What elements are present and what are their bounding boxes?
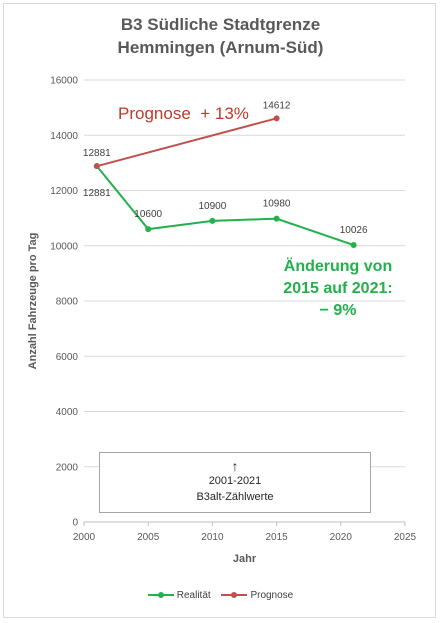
data-label: 10026 [340,225,368,236]
prognose-annotation: Prognose + 13% [118,104,249,123]
data-point [273,215,280,222]
data-point [145,226,152,233]
legend-item-prognose: Prognose [221,590,293,601]
y-tick-label: 14000 [50,131,78,142]
chart-frame [3,3,436,618]
y-tick-label: 0 [72,518,78,529]
data-point [209,217,216,224]
x-tick-label: 2010 [201,532,224,543]
x-tick-label: 2015 [265,532,288,543]
chart-subtitle: Hemmingen (Arnum-Süd) [117,38,324,57]
y-tick-label: 6000 [56,352,79,363]
change-annotation-line1: Änderung von [283,258,393,275]
x-tick-label: 2000 [73,532,96,543]
data-point [350,242,357,249]
legend-swatch-prognose [221,592,248,599]
x-tick-label: 2020 [330,532,353,543]
note-line1: 2001-2021 [208,475,262,487]
x-tick-label: 2005 [137,532,160,543]
series-line-1 [96,117,277,168]
legend-item-realitaet: Realität [147,590,211,601]
y-tick-label: 8000 [56,297,79,308]
data-label: 10600 [134,209,162,220]
legend-label-realitaet: Realität [176,590,211,601]
y-tick-label: 10000 [50,241,78,252]
legend-label-prognose: Prognose [250,590,294,601]
legend-swatch-realitaet [147,592,174,599]
y-tick-label: 16000 [50,76,78,87]
data-label: 14612 [263,100,291,111]
data-label: 10900 [198,201,226,212]
data-label: 10980 [263,199,291,210]
change-annotation-line3: − 9% [319,302,357,319]
chart-title: B3 Südliche Stadtgrenze [120,15,321,34]
data-label: 12881 [83,188,111,199]
y-tick-label: 12000 [50,186,78,197]
x-axis-title: Jahr [233,553,257,565]
legend: Realität Prognose [0,590,441,601]
x-tick-label: 2025 [394,532,417,543]
y-tick-label: 2000 [56,462,79,473]
data-point [273,115,280,122]
y-axis-title: Anzahl Fahrzeuge pro Tag [27,233,39,370]
note-line2: B3alt-Zählwerte [196,491,274,503]
change-annotation: Änderung von 2015 auf 2021: − 9% [268,256,408,322]
y-tick-label: 4000 [56,407,79,418]
change-annotation-line2: 2015 auf 2021: [283,280,393,297]
note-box: ↑ 2001-2021 B3alt-Zählwerte [99,452,371,513]
up-arrow-icon: ↑ [231,458,239,474]
data-label: 12881 [83,148,111,159]
data-point [93,163,100,170]
